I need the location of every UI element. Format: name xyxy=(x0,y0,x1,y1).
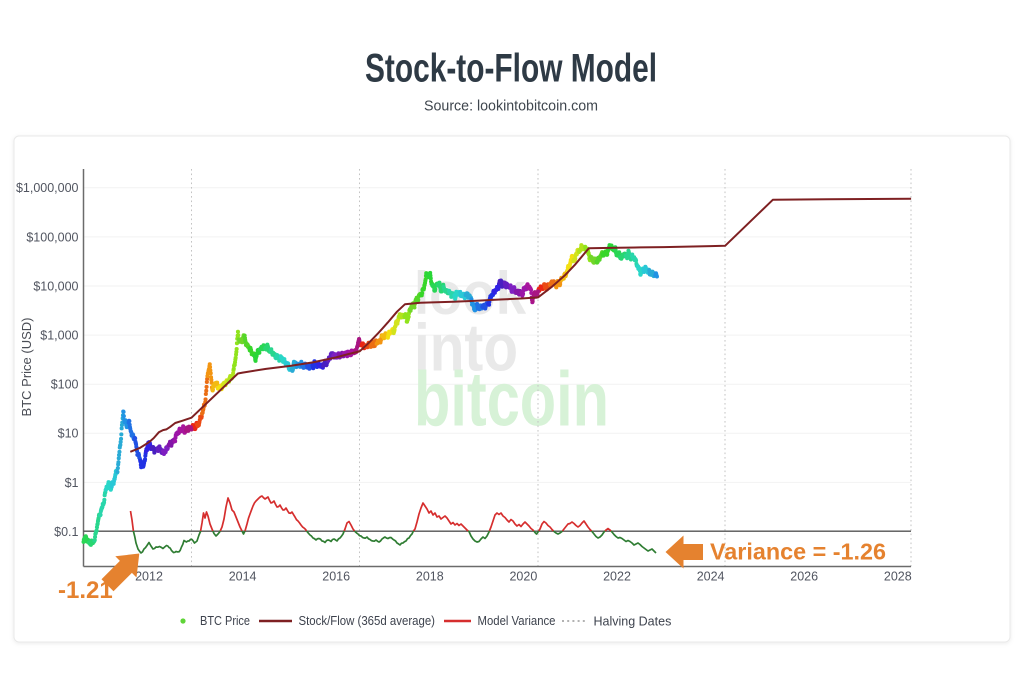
svg-text:Stock/Flow (365d average): Stock/Flow (365d average) xyxy=(299,614,436,628)
svg-text:Variance = -1.26: Variance = -1.26 xyxy=(710,539,886,565)
svg-text:Source: lookintobitcoin.com: Source: lookintobitcoin.com xyxy=(424,98,598,115)
svg-text:look: look xyxy=(414,260,527,327)
svg-text:2022: 2022 xyxy=(603,570,631,584)
svg-text:2026: 2026 xyxy=(790,570,818,584)
svg-text:$100: $100 xyxy=(51,378,79,392)
svg-text:-1.21: -1.21 xyxy=(58,577,113,604)
svg-text:Model Variance: Model Variance xyxy=(478,614,556,628)
svg-text:BTC Price: BTC Price xyxy=(200,614,250,628)
svg-text:2020: 2020 xyxy=(509,570,537,584)
svg-text:into: into xyxy=(414,311,518,386)
svg-text:bitcoin: bitcoin xyxy=(414,357,609,443)
svg-text:BTC Price (USD): BTC Price (USD) xyxy=(19,318,34,417)
svg-text:$1,000: $1,000 xyxy=(40,329,78,343)
svg-text:2016: 2016 xyxy=(322,570,350,584)
svg-text:$1,000,000: $1,000,000 xyxy=(16,181,79,195)
svg-text:2024: 2024 xyxy=(697,570,725,584)
svg-text:Stock-to-Flow Model: Stock-to-Flow Model xyxy=(365,47,657,91)
svg-text:$100,000: $100,000 xyxy=(26,230,78,244)
svg-text:2012: 2012 xyxy=(135,570,163,584)
svg-text:2014: 2014 xyxy=(229,570,257,584)
svg-text:2018: 2018 xyxy=(416,570,444,584)
svg-text:$10: $10 xyxy=(58,427,79,441)
svg-text:$10,000: $10,000 xyxy=(33,279,78,293)
svg-text:$1: $1 xyxy=(65,476,79,490)
svg-text:Halving Dates: Halving Dates xyxy=(594,615,672,629)
svg-text:$0.1: $0.1 xyxy=(54,525,78,539)
svg-text:2028: 2028 xyxy=(884,570,912,584)
